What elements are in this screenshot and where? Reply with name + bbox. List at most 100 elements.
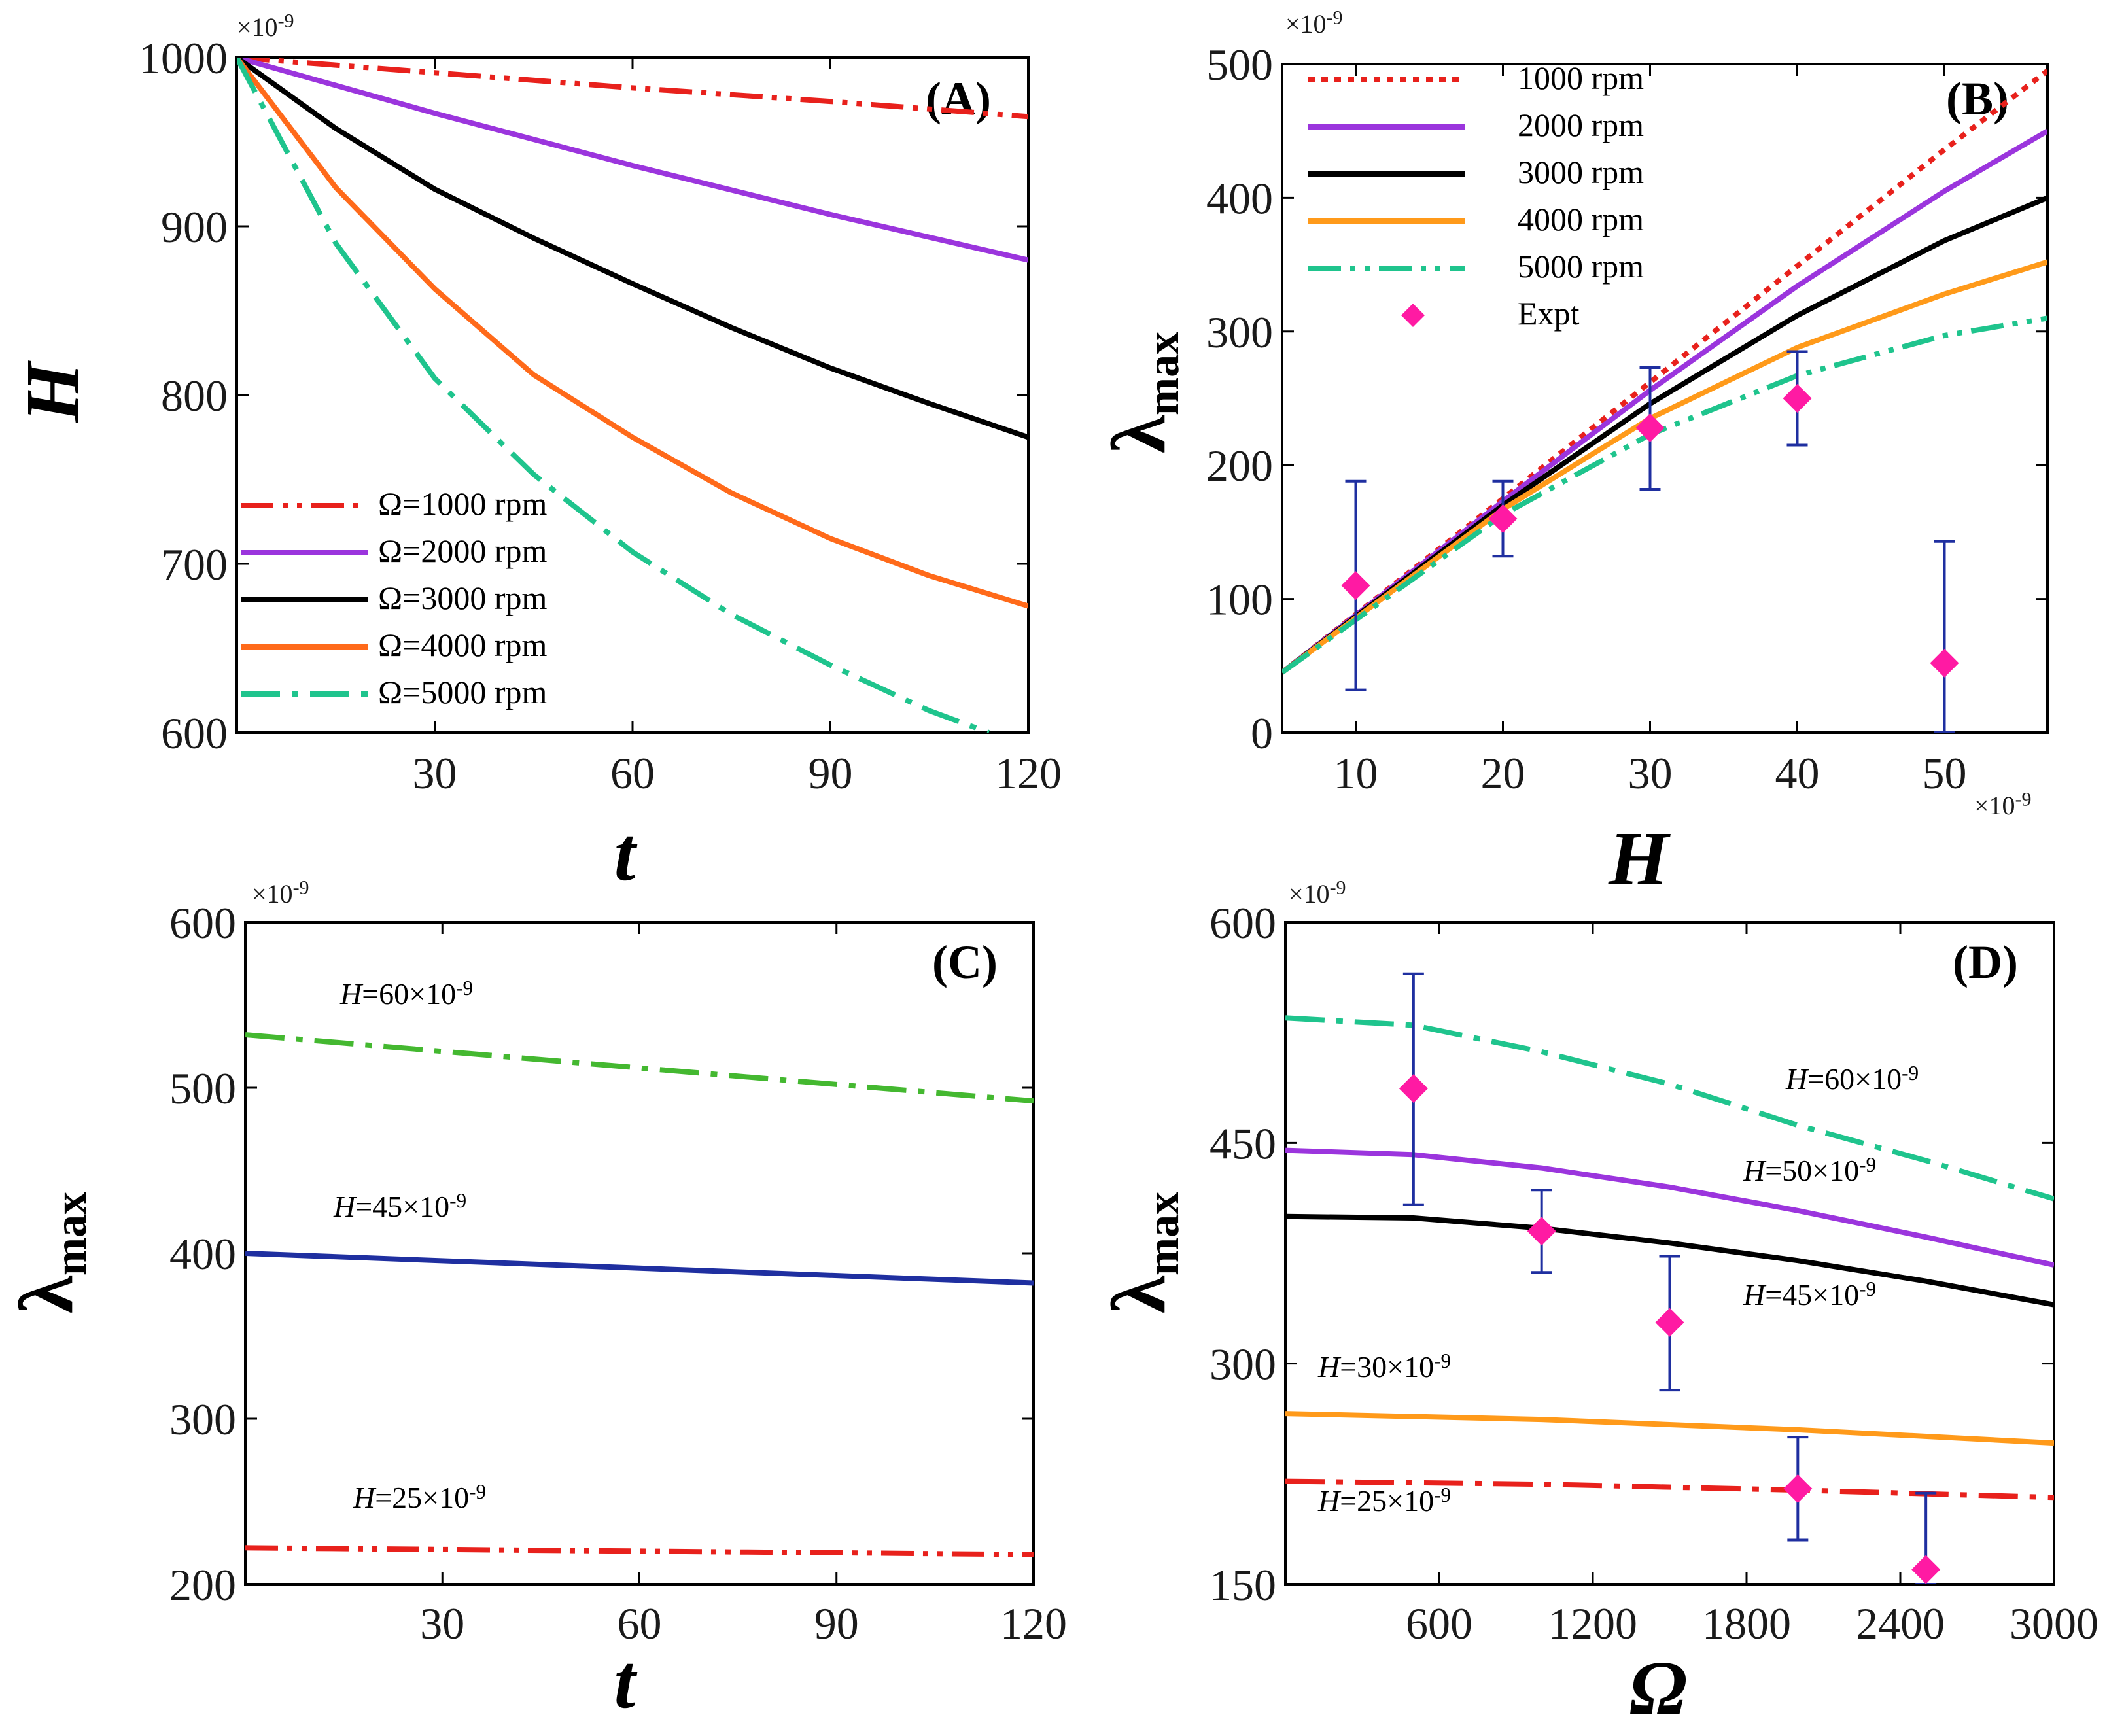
- x-tick-label: 60: [618, 1599, 662, 1648]
- panel-label: (A): [926, 73, 991, 125]
- legend-marker: [1401, 304, 1425, 327]
- x-tick-label: 20: [1481, 748, 1525, 798]
- legend-entry: Expt: [1518, 295, 1580, 332]
- series-annotation: H=60×10-9: [1785, 1062, 1919, 1096]
- x-tick-label: 60: [610, 748, 655, 798]
- y-tick-label: 100: [1206, 575, 1273, 625]
- series-line: [237, 58, 990, 733]
- series-line: [1282, 128, 2047, 675]
- series-line: [1285, 1213, 2054, 1308]
- series-annotation: H=45×10-9: [333, 1189, 466, 1223]
- series-annotation: H=60×10-9: [339, 977, 473, 1011]
- series-annotation: H=45×10-9: [1743, 1277, 1876, 1311]
- legend: Ω=1000 rpm Ω=2000 rpm Ω=3000 rpm Ω=4000 rpm…: [241, 485, 548, 710]
- series-line: [237, 58, 1028, 609]
- y-tick-label: 300: [1210, 1340, 1276, 1389]
- legend: 1000 rpm 2000 rpm 3000 rpm 4000 rpm 5000 rpm…: [1308, 60, 1644, 332]
- series-line: [237, 58, 1028, 120]
- legend-entry: 1000 rpm: [1518, 60, 1644, 96]
- series-line: [1282, 315, 2047, 675]
- panel-label: (C): [932, 936, 998, 988]
- y-tick-label: 500: [1206, 40, 1273, 90]
- data-point: [1635, 413, 1665, 442]
- legend-entry: Ω=2000 rpm: [378, 532, 548, 569]
- y-tick-label: 600: [1210, 898, 1276, 948]
- data-point: [1930, 648, 1959, 678]
- legend-entry: Ω=1000 rpm: [378, 485, 548, 522]
- x-tick-label: 30: [1628, 748, 1673, 798]
- legend-entry: Ω=5000 rpm: [378, 674, 548, 710]
- data-point: [1655, 1308, 1684, 1337]
- x-tick-label: 2400: [1856, 1599, 1945, 1648]
- y-tick-label: 600: [161, 708, 228, 758]
- y-tick-label: 150: [1210, 1560, 1276, 1610]
- legend-entry: Ω=3000 rpm: [378, 580, 548, 616]
- series-line: [1285, 1411, 2054, 1446]
- data-point: [1399, 1074, 1428, 1103]
- x-tick-label: 3000: [2010, 1599, 2098, 1648]
- x-axis-label: H: [1608, 816, 1671, 901]
- series-line: [237, 58, 1028, 440]
- panel-c: 30 60 90 120 200 300 400 500 600 ×10-9 (C) t λmax H=6…: [3, 877, 1067, 1725]
- data-point: [1527, 1217, 1556, 1246]
- y-tick-label: 900: [161, 202, 228, 252]
- data-point: [1783, 384, 1812, 413]
- data-point: [1488, 504, 1518, 533]
- axis-multiplier: ×10-9: [237, 10, 294, 43]
- legend-entry: 3000 rpm: [1518, 154, 1644, 190]
- legend-entry: 4000 rpm: [1518, 201, 1644, 237]
- axis-multiplier: ×10-9: [252, 877, 309, 909]
- x-axis-label: t: [614, 811, 638, 897]
- panel-d: 600 1200 1800 2400 3000 150 300 450 600 ×10-9 (D) Ω…: [1096, 877, 2098, 1731]
- y-axis-label: λmax: [3, 1192, 96, 1313]
- series-line: [237, 58, 1028, 263]
- y-tick-label: 800: [161, 371, 228, 421]
- legend-entry: 5000 rpm: [1518, 248, 1644, 285]
- x-tick-label: 10: [1334, 748, 1378, 798]
- series-line: [245, 1545, 1034, 1557]
- series-line: [1282, 195, 2047, 675]
- series-annotation: H=25×10-9: [353, 1480, 486, 1514]
- x-tick-label: 1800: [1702, 1599, 1791, 1648]
- y-tick-label: 700: [161, 540, 228, 589]
- series-annotation: H=50×10-9: [1743, 1153, 1876, 1187]
- data-point: [1341, 571, 1370, 600]
- y-tick-label: 500: [169, 1064, 236, 1113]
- y-axis-label: H: [10, 360, 96, 423]
- x-tick-label: 1200: [1548, 1599, 1637, 1648]
- series-annotation: H=25×10-9: [1317, 1484, 1451, 1518]
- x-tick-label: 30: [413, 748, 457, 798]
- y-axis-label: λmax: [1096, 1192, 1189, 1313]
- series-line: [245, 1251, 1034, 1286]
- legend-entry: Ω=4000 rpm: [378, 627, 548, 663]
- y-tick-label: 600: [169, 898, 236, 948]
- y-tick-label: 300: [169, 1395, 236, 1444]
- y-tick-label: 300: [1206, 307, 1273, 357]
- y-tick-label: 450: [1210, 1119, 1276, 1168]
- plot-frame: [1284, 921, 2055, 1586]
- legend-entry: 2000 rpm: [1518, 107, 1644, 143]
- x-tick-label: 30: [420, 1599, 464, 1648]
- x-tick-label: 90: [809, 748, 853, 798]
- y-tick-label: 1000: [139, 33, 228, 83]
- axis-multiplier: ×10-9: [1285, 7, 1343, 39]
- x-axis-label: t: [614, 1639, 638, 1724]
- series-line: [1282, 259, 2047, 675]
- series-annotation: H=30×10-9: [1317, 1349, 1451, 1383]
- x-tick-label: 40: [1775, 748, 1820, 798]
- series-line: [1285, 1015, 2054, 1202]
- x-tick-label: 120: [1000, 1599, 1067, 1648]
- x-axis-label: Ω: [1629, 1645, 1687, 1731]
- panel-label: (B): [1946, 73, 2009, 125]
- series-line: [1282, 69, 2047, 675]
- x-tick-label: 90: [814, 1599, 859, 1648]
- panel-b: 10 20 30 40 500100200300400500×10-9×10-9(B)H…: [1096, 7, 2049, 901]
- panel-a: 30 60 90 120 600 700 800 900 1000 ×10-9 (A) t H Ω=100…: [10, 10, 1062, 897]
- y-tick-label: 0: [1251, 708, 1273, 758]
- x-tick-label: 120: [995, 748, 1062, 798]
- axis-multiplier: ×10-9: [1289, 877, 1346, 909]
- series-line: [245, 1032, 1034, 1104]
- x-tick-label: 600: [1406, 1599, 1472, 1648]
- plot-frame: [1281, 63, 2049, 734]
